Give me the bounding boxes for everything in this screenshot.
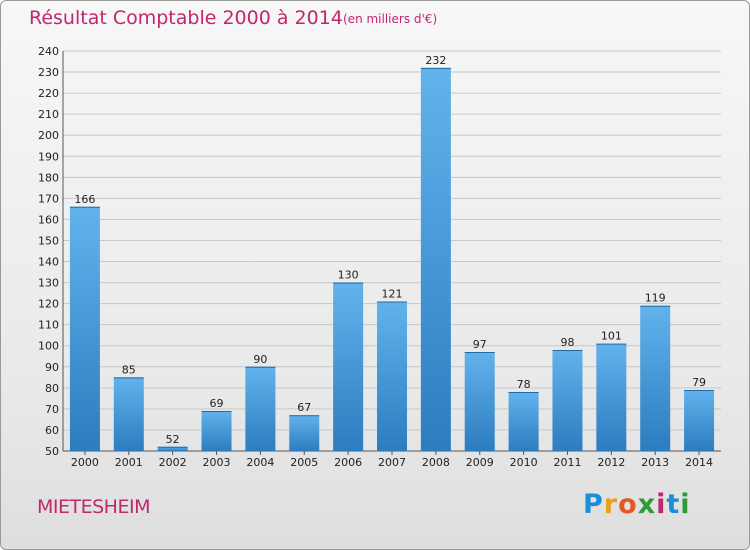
bar — [640, 305, 671, 451]
bar-layer — [69, 67, 715, 451]
y-tick-label: 170 — [38, 192, 59, 205]
x-tick-label: 2006 — [334, 456, 362, 469]
x-tick-label: 2007 — [378, 456, 406, 469]
y-tick-label: 90 — [45, 361, 59, 374]
chart-subtitle: (en milliers d'€) — [343, 12, 438, 26]
bar — [596, 343, 627, 451]
y-tick-label: 80 — [45, 382, 59, 395]
y-tick-label: 240 — [38, 45, 59, 58]
x-tick-label: 2010 — [510, 456, 538, 469]
bar-value-label: 69 — [210, 397, 224, 410]
y-tick-label: 120 — [38, 298, 59, 311]
y-tick-label: 140 — [38, 256, 59, 269]
bar — [69, 206, 100, 451]
x-tick-label: 2011 — [553, 456, 581, 469]
y-tick-label: 130 — [38, 277, 59, 290]
x-tick-label: 2000 — [71, 456, 99, 469]
chart-title: Résultat Comptable 2000 à 2014 — [29, 7, 343, 29]
x-tick-label: 2002 — [159, 456, 187, 469]
label-layer: 50 60 70 80 90 100 110 120 130 140 150 160 170 180 190… — [38, 45, 713, 469]
logo-letter: o — [618, 489, 638, 520]
x-tick-label: 2003 — [203, 456, 231, 469]
y-tick-label: 220 — [38, 87, 59, 100]
x-tick-label: 2012 — [597, 456, 625, 469]
bar — [113, 377, 144, 451]
logo-letter: t — [666, 489, 681, 520]
y-tick-label: 200 — [38, 129, 59, 142]
y-tick-label: 70 — [45, 403, 59, 416]
y-tick-label: 150 — [38, 234, 59, 247]
y-tick-label: 100 — [38, 340, 59, 353]
bar — [420, 67, 451, 451]
bar-value-label: 67 — [297, 401, 311, 414]
bar-value-label: 79 — [692, 376, 706, 389]
bar-value-label: 101 — [601, 330, 622, 343]
bar — [201, 411, 232, 451]
y-tick-label: 230 — [38, 66, 59, 79]
y-tick-label: 110 — [38, 319, 59, 332]
y-tick-label: 210 — [38, 108, 59, 121]
logo-letter: i — [656, 489, 667, 520]
bar-value-label: 98 — [560, 336, 574, 349]
bar — [552, 349, 583, 451]
bar-value-label: 130 — [338, 269, 359, 282]
bar-value-label: 85 — [122, 363, 136, 376]
proxiti-logo[interactable]: Proxiti — [583, 489, 691, 520]
bar — [245, 366, 276, 451]
bar-value-label: 119 — [645, 292, 666, 305]
bar — [464, 352, 495, 451]
y-tick-label: 160 — [38, 213, 59, 226]
bar — [508, 392, 539, 451]
x-tick-label: 2008 — [422, 456, 450, 469]
commune-name: MIETESHEIM — [37, 496, 150, 518]
x-tick-label: 2009 — [466, 456, 494, 469]
bar — [289, 415, 320, 451]
x-tick-label: 2014 — [685, 456, 713, 469]
bar — [684, 389, 715, 451]
bar-value-label: 97 — [473, 338, 487, 351]
x-tick-label: 2005 — [290, 456, 318, 469]
logo-letter: i — [680, 489, 691, 520]
logo-letter: r — [603, 489, 619, 520]
bar-value-label: 52 — [166, 433, 180, 446]
x-tick-label: 2001 — [115, 456, 143, 469]
bar-value-label: 232 — [425, 54, 446, 67]
y-tick-label: 180 — [38, 171, 59, 184]
x-tick-label: 2004 — [246, 456, 274, 469]
bar-value-label: 166 — [74, 193, 95, 206]
y-tick-label: 50 — [45, 445, 59, 458]
bar-value-label: 121 — [382, 288, 403, 301]
bar — [157, 446, 188, 451]
x-tick-label: 2013 — [641, 456, 669, 469]
bar — [377, 301, 407, 451]
bar-value-label: 78 — [517, 378, 531, 391]
bar-value-label: 90 — [253, 353, 267, 366]
logo-letter: P — [583, 489, 604, 520]
y-tick-label: 60 — [45, 424, 59, 437]
y-tick-label: 190 — [38, 150, 59, 163]
bar — [333, 282, 364, 451]
logo-letter: x — [637, 489, 657, 520]
